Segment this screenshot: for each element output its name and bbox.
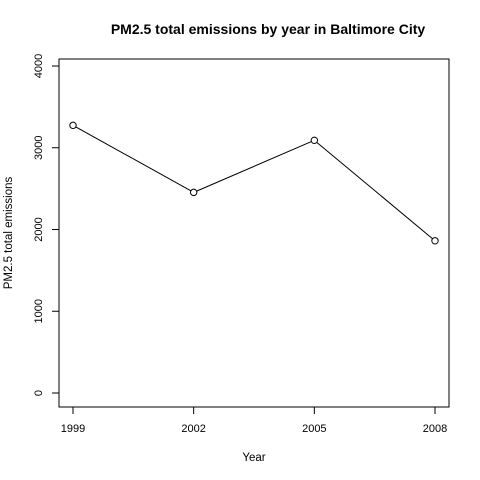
x-tick-label: 1999 xyxy=(61,423,85,435)
data-point xyxy=(431,237,439,245)
y-tick-label: 1000 xyxy=(33,299,45,323)
y-tick-label: 0 xyxy=(33,390,45,396)
y-axis-label: PM2.5 total emissions xyxy=(3,177,15,290)
x-axis-label: Year xyxy=(242,452,265,464)
chart-title: PM2.5 total emissions by year in Baltimo… xyxy=(111,21,426,37)
y-tick-label: 3000 xyxy=(33,136,45,160)
x-tick-label: 2002 xyxy=(181,423,205,435)
series-line-segment xyxy=(196,141,312,192)
series-line-segment xyxy=(316,141,433,240)
x-axis: 1999 2002 2005 2008 xyxy=(61,406,447,435)
x-tick-label: 2005 xyxy=(302,423,326,435)
data-point xyxy=(310,136,319,145)
plot-frame xyxy=(58,58,450,408)
y-axis: 0 1000 2000 3000 4000 xyxy=(33,54,60,396)
y-tick-label: 4000 xyxy=(33,54,45,78)
data-point xyxy=(69,121,77,130)
series-line-segment xyxy=(75,126,192,192)
series-group xyxy=(69,121,439,245)
x-tick-label: 2008 xyxy=(423,423,447,435)
y-tick-label: 2000 xyxy=(33,217,45,241)
data-point xyxy=(189,188,198,197)
